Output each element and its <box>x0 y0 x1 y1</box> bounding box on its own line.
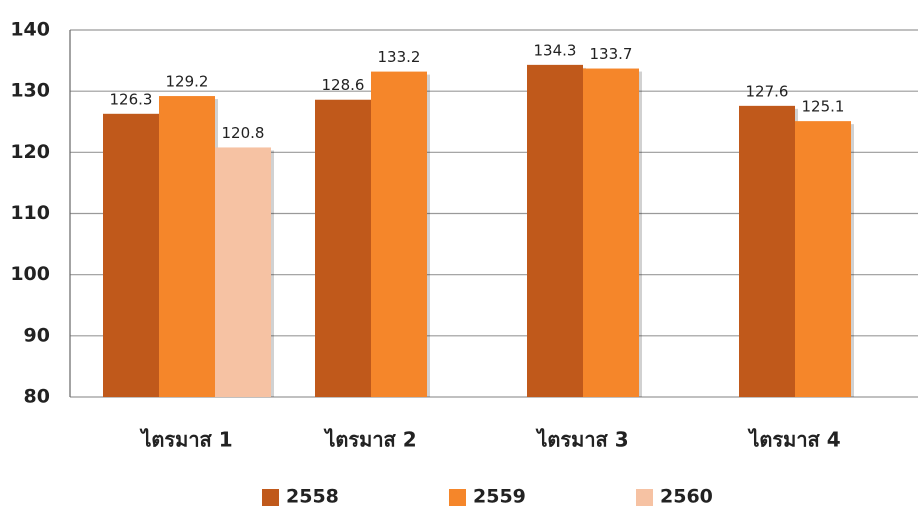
value-label: 120.8 <box>222 124 265 142</box>
bar <box>527 64 583 398</box>
value-label: 126.3 <box>110 90 153 108</box>
y-tick-label: 80 <box>24 386 50 408</box>
bar <box>159 96 215 397</box>
value-label: 133.2 <box>378 48 421 66</box>
value-label: 129.2 <box>166 73 209 91</box>
x-tick-label: ไตรมาส 4 <box>747 428 840 452</box>
legend-label: 2558 <box>286 486 339 508</box>
legend-label: 2560 <box>660 486 713 508</box>
value-label: 134.3 <box>534 41 577 59</box>
x-tick-label: ไตรมาส 3 <box>535 428 628 452</box>
y-tick-label: 110 <box>10 202 50 224</box>
y-tick-label: 120 <box>10 141 50 163</box>
legend-swatch <box>636 489 653 506</box>
value-label: 125.1 <box>802 98 845 116</box>
value-label: 128.6 <box>322 76 365 94</box>
y-tick-label: 90 <box>24 324 50 346</box>
bar <box>583 68 639 397</box>
legend-label: 2559 <box>473 486 526 508</box>
bar <box>215 147 271 397</box>
bar <box>795 121 851 397</box>
legend-swatch <box>449 489 466 506</box>
y-tick-label: 140 <box>10 19 50 41</box>
value-label: 127.6 <box>746 82 789 100</box>
x-tick-label: ไตรมาส 2 <box>323 428 416 452</box>
value-label: 133.7 <box>590 45 633 63</box>
bar <box>739 105 795 397</box>
legend-swatch <box>262 489 279 506</box>
y-tick-label: 100 <box>10 263 50 285</box>
x-tick-label: ไตรมาส 1 <box>139 428 232 452</box>
bar <box>103 113 159 397</box>
y-tick-label: 130 <box>10 80 50 102</box>
bar <box>371 71 427 398</box>
bar <box>315 99 371 397</box>
